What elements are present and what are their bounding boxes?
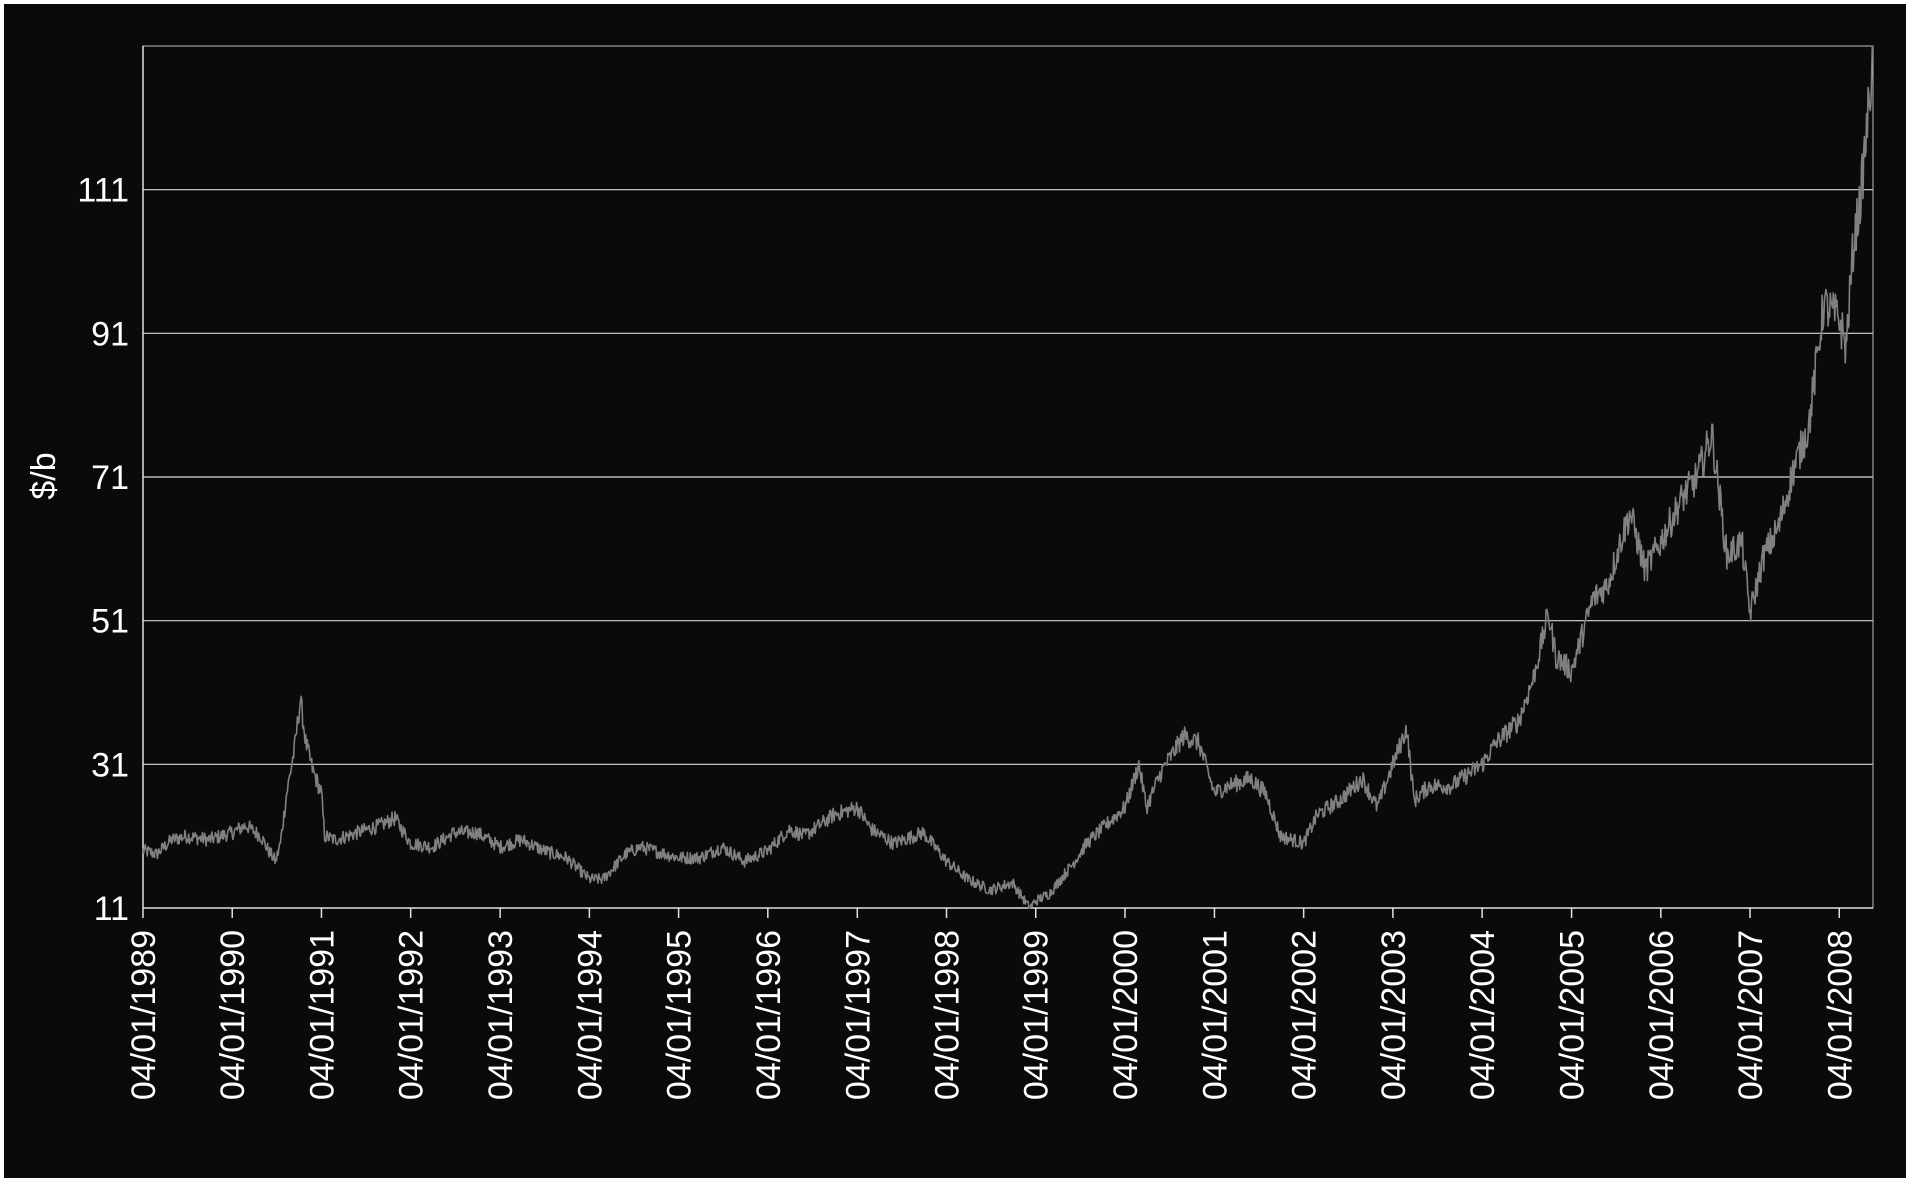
x-tick-label: 04/01/2005 (1554, 930, 1592, 1100)
y-tick-label: 51 (91, 603, 129, 641)
y-tick-label: 31 (91, 746, 129, 784)
x-tick-label: 04/01/2002 (1286, 930, 1324, 1100)
x-tick-label: 04/01/1997 (839, 930, 877, 1100)
y-tick-label: 111 (77, 172, 129, 210)
x-tick-label: 04/01/1999 (1018, 930, 1056, 1100)
y-tick-label: 91 (91, 315, 129, 353)
x-tick-label: 04/01/1989 (125, 930, 163, 1100)
price-series-line (142, 45, 1874, 909)
x-tick-label: 04/01/1994 (571, 930, 609, 1100)
x-tick-label: 04/01/2001 (1196, 930, 1234, 1100)
x-tick-label: 04/01/1998 (929, 930, 967, 1100)
x-tick-label: 04/01/2000 (1107, 930, 1145, 1100)
x-tick-label: 04/01/1991 (303, 930, 341, 1100)
x-tick-label: 04/01/2003 (1375, 930, 1413, 1100)
x-tick-label: 04/01/1990 (214, 930, 252, 1100)
chart-background (4, 4, 1906, 1178)
x-tick-label: 04/01/1992 (393, 930, 431, 1100)
x-tick-label: 04/01/2007 (1732, 930, 1770, 1100)
x-tick-label: 04/01/2008 (1821, 930, 1859, 1100)
x-tick-label: 04/01/1993 (482, 930, 520, 1100)
y-tick-label: 71 (91, 459, 129, 497)
x-tick-label: 04/01/2004 (1464, 930, 1502, 1100)
x-tick-label: 04/01/1996 (750, 930, 788, 1100)
x-tick-label: 04/01/2006 (1643, 930, 1681, 1100)
x-tick-label: 04/01/1995 (661, 930, 699, 1100)
y-tick-label: 11 (94, 890, 129, 928)
y-axis-title: $/b (25, 452, 63, 499)
